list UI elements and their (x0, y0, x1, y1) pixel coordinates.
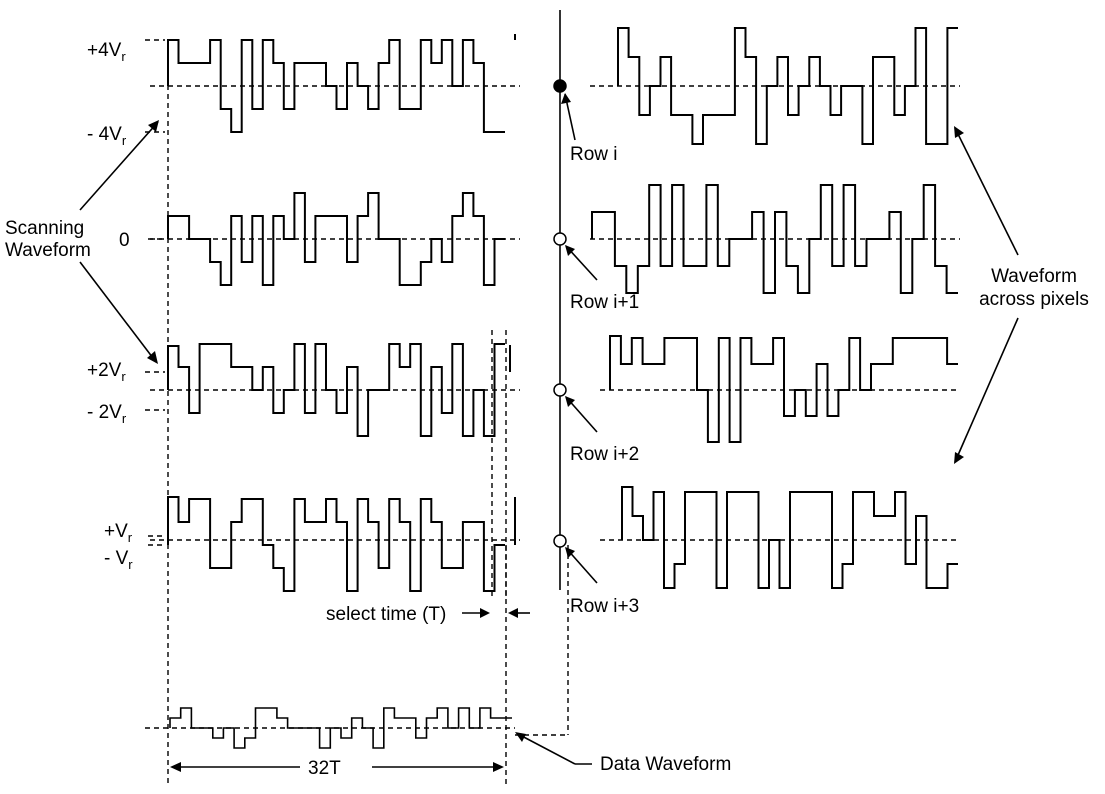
row-i3-label: Row i+3 (570, 596, 639, 617)
select-time-arrow-right-icon (480, 608, 490, 618)
level-minus4-label: - 4Vr (87, 124, 127, 148)
across-pixels-label-line2: across pixels (979, 289, 1089, 310)
select-time-label: select time (T) (326, 604, 446, 625)
scanning-arrow-up-icon (148, 120, 159, 132)
scanning-waveform-row-i3 (168, 497, 515, 591)
across-pixels-label-line1: Waveform (991, 266, 1077, 287)
scanning-waveform-label-line1: Scanning (5, 218, 84, 239)
row-i1-label: Row i+1 (570, 292, 639, 313)
level-plus4-label: +4Vr (87, 40, 126, 64)
data-waveform-label: Data Waveform (600, 754, 731, 775)
row-i2-node (554, 384, 566, 396)
scanning-waveform-row-i1 (168, 193, 505, 285)
row-i1-node (554, 233, 566, 245)
arrows (80, 93, 1018, 772)
scanning-waveform-row-i (168, 34, 515, 132)
level-plus2-label: +2Vr (87, 360, 126, 384)
level-zero-label: 0 (119, 230, 130, 251)
row-i3-node (554, 535, 566, 547)
level-plus1-label: +Vr (104, 521, 133, 545)
row-i2-label: Row i+2 (570, 444, 639, 465)
row-i-arrow-icon (561, 93, 571, 104)
level-minus1-label: - Vr (104, 548, 133, 572)
pixel-waveform-row-i2 (610, 336, 958, 442)
pixel-waveform-row-i3 (622, 487, 958, 588)
row-i-label: Row i (570, 144, 618, 165)
level-minus2-label: - 2Vr (87, 402, 127, 426)
period-arrow-right-icon (493, 762, 504, 772)
row-i-node-selected (554, 80, 566, 92)
select-time-arrow-left-icon (508, 608, 518, 618)
data-waveform-arrow-icon (515, 732, 526, 742)
period-arrow-left-icon (170, 762, 181, 772)
period-label: 32T (308, 758, 341, 779)
level-ticks (145, 40, 165, 545)
scanning-waveform-label-line2: Waveform (5, 240, 91, 261)
